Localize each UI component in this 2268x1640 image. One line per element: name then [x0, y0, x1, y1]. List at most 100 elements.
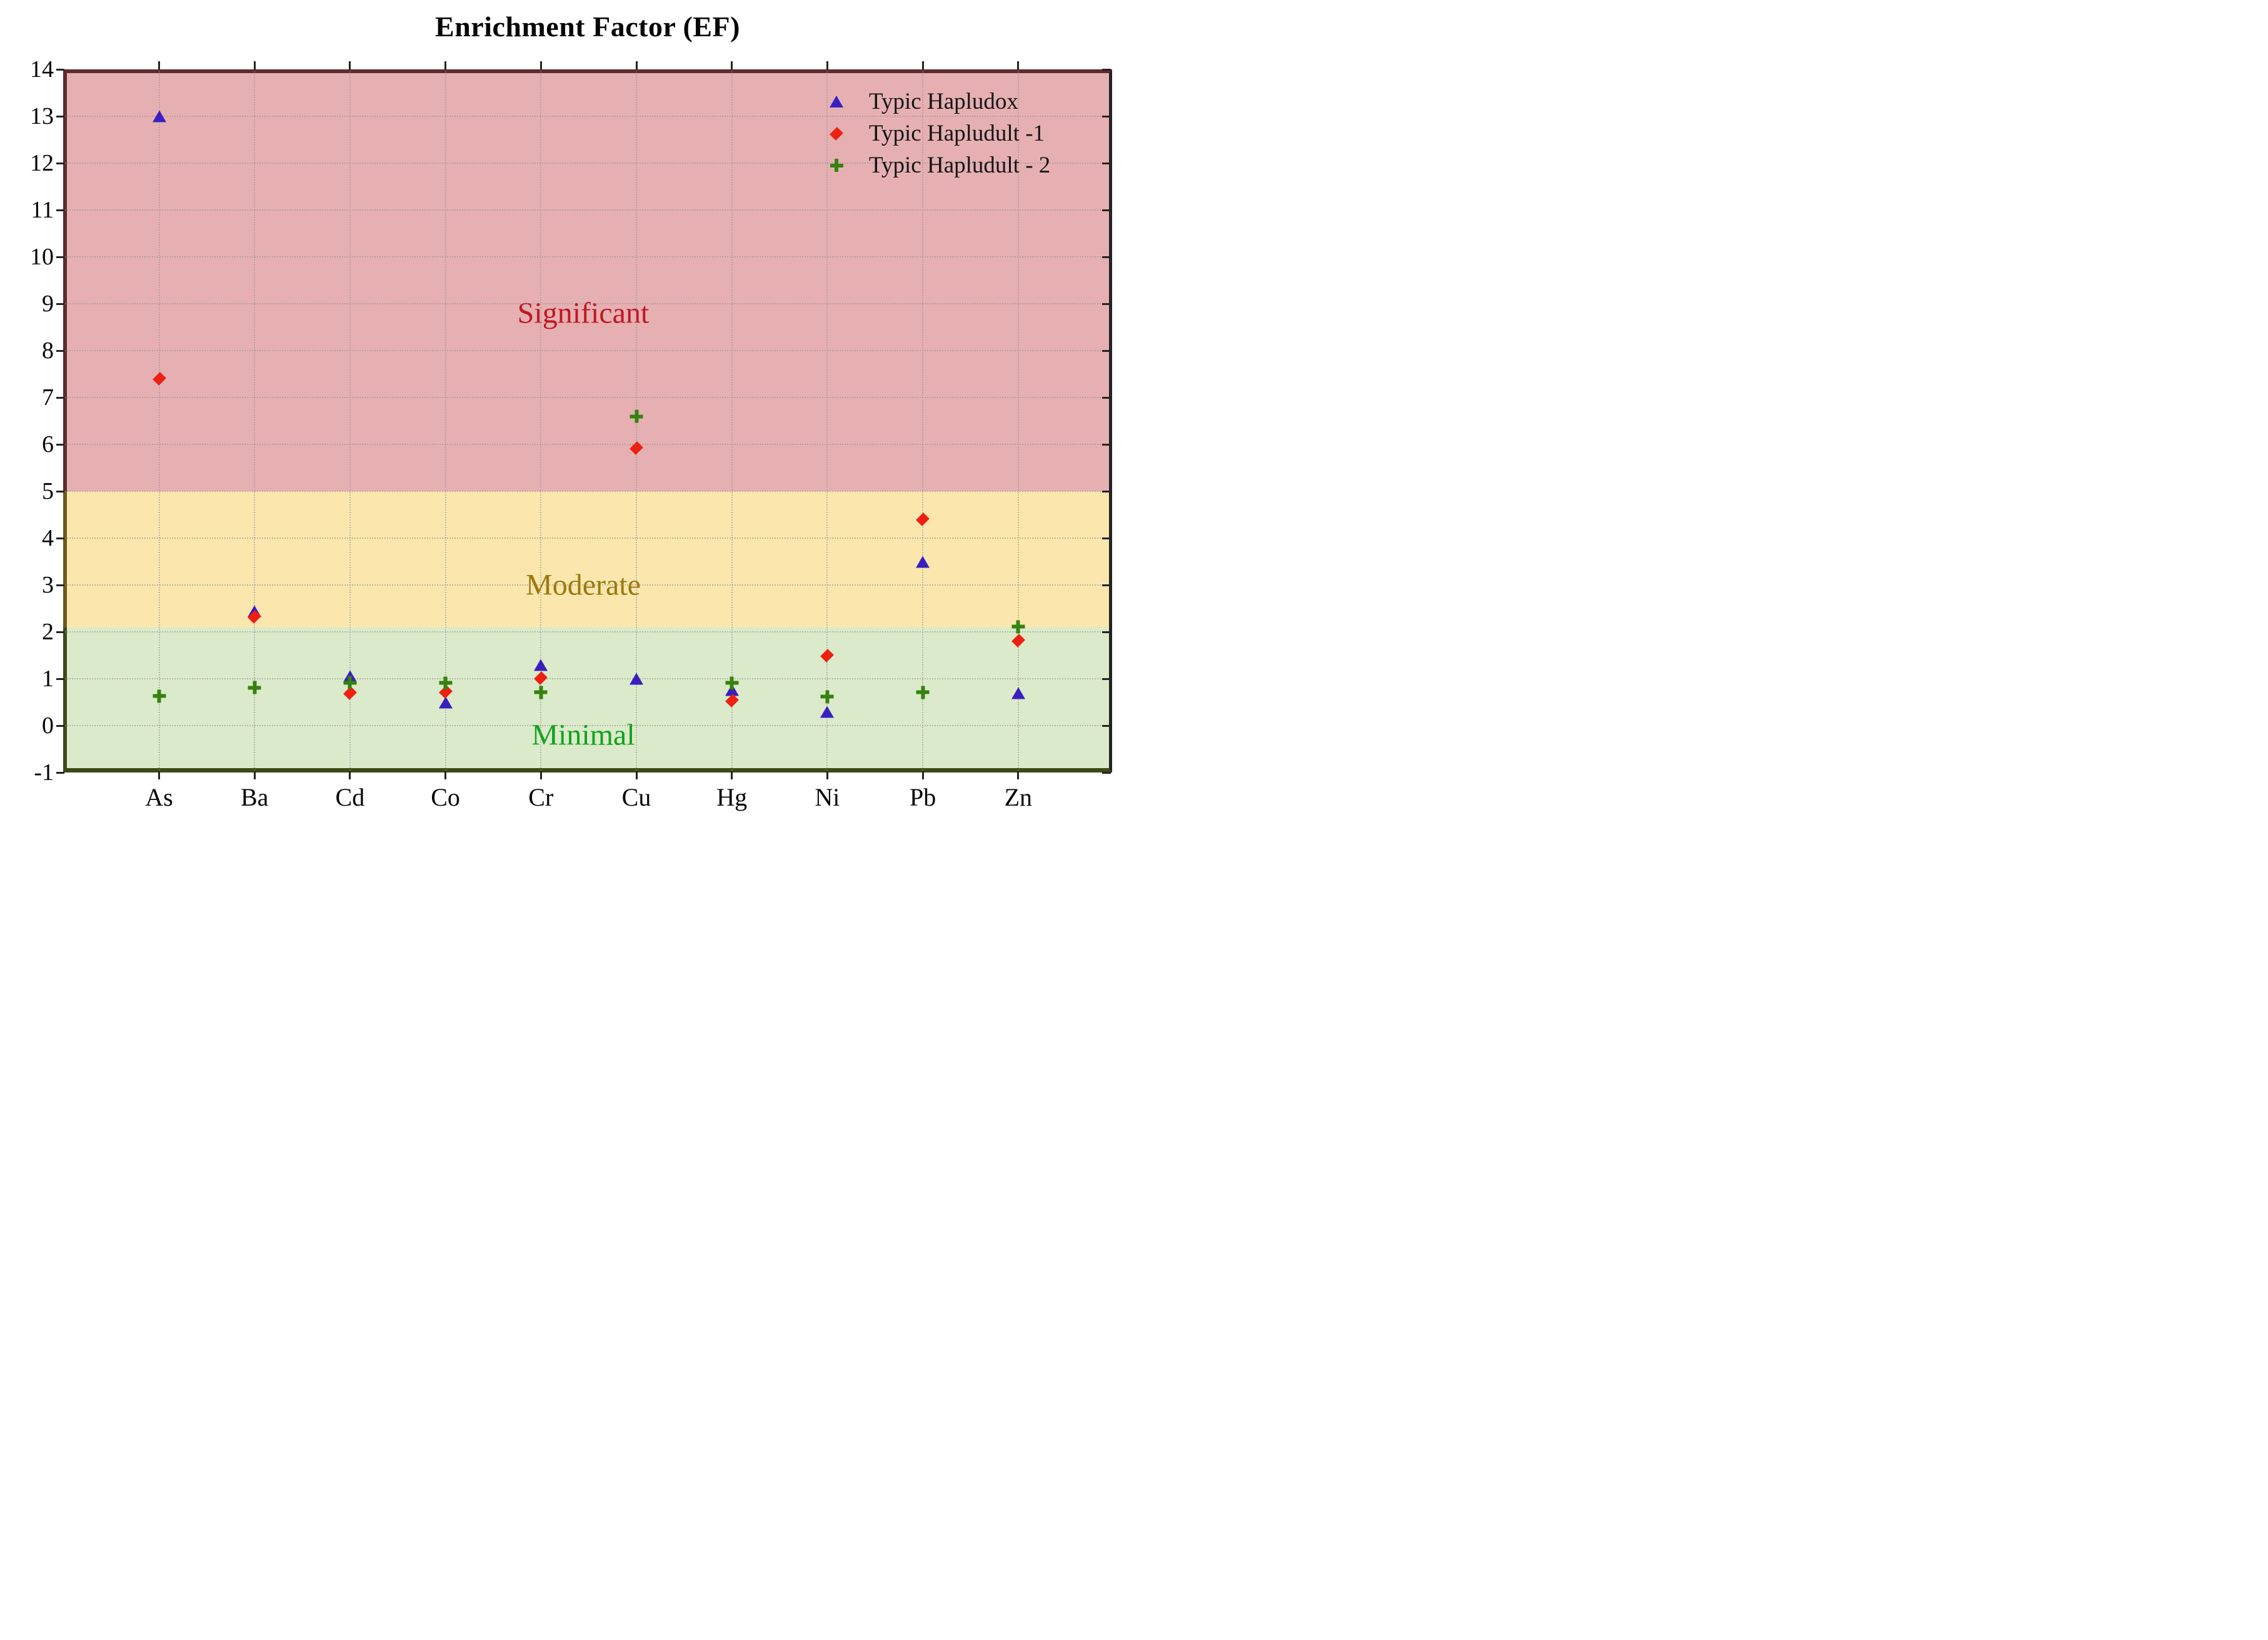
data-point [1011, 687, 1025, 699]
y-tick [1102, 537, 1111, 539]
y-tick [1102, 115, 1111, 118]
data-point [916, 686, 930, 699]
plus-marker-icon [725, 676, 739, 690]
y-tick-label: 7 [42, 384, 54, 411]
triangle-marker-icon [916, 556, 930, 568]
zone-label: Minimal [531, 718, 635, 752]
plus-marker-icon [534, 686, 548, 699]
x-tick [349, 61, 351, 69]
x-tick [731, 61, 733, 69]
y-tick-label: 6 [42, 431, 54, 458]
legend-item: Typic Hapludox [829, 86, 1050, 118]
column-gridline [444, 71, 446, 771]
y-tick [56, 678, 64, 680]
x-tick [539, 61, 542, 69]
data-point [152, 110, 166, 122]
y-tick [1102, 396, 1111, 399]
data-point [725, 694, 739, 708]
x-tick [253, 61, 256, 69]
y-tick [56, 68, 64, 71]
x-tick [635, 61, 638, 69]
data-point [343, 676, 357, 689]
y-gridline [65, 256, 1110, 258]
data-point [630, 409, 643, 423]
y-tick-label: 2 [42, 619, 54, 645]
column-gridline [922, 71, 924, 771]
data-point [725, 684, 739, 696]
y-gridline [65, 538, 1110, 539]
data-point [820, 706, 835, 718]
data-point [438, 696, 453, 709]
data-point [248, 610, 262, 624]
legend-item: Typic Hapludult - 2 [829, 149, 1050, 181]
data-point [153, 689, 166, 703]
x-tick [349, 771, 351, 779]
y-tick-label: 1 [42, 666, 54, 692]
data-point [1011, 620, 1025, 634]
y-tick-label: 3 [42, 572, 54, 598]
triangle-marker-icon [630, 672, 643, 685]
x-tick [253, 771, 256, 779]
data-point [534, 659, 548, 671]
x-tick-label: Cr [528, 783, 554, 811]
y-tick [1102, 209, 1111, 211]
x-tick [1017, 771, 1020, 779]
legend: Typic Hapludox Typic Hapludult -1 Typic Ha… [829, 86, 1050, 181]
x-tick [921, 61, 924, 69]
chart: Enrichment Factor (EF) Significant Modera… [0, 0, 1134, 820]
y-gridline [65, 350, 1110, 351]
y-tick [56, 256, 64, 258]
x-tick [826, 771, 828, 779]
x-tick-label: Cu [621, 783, 651, 811]
legend-label: Typic Hapludult - 2 [869, 152, 1051, 178]
diamond-marker-icon [829, 126, 844, 141]
y-tick-label: 14 [30, 56, 54, 82]
column-gridline [349, 71, 351, 771]
column-gridline [1017, 71, 1019, 771]
data-point [916, 556, 930, 568]
y-tick [1102, 349, 1111, 352]
data-point [916, 512, 930, 526]
x-tick-label: Zn [1004, 783, 1033, 811]
y-tick [56, 443, 64, 446]
y-tick [56, 162, 64, 164]
y-tick-label: 12 [30, 150, 54, 176]
y-gridline [65, 725, 1110, 726]
y-tick [1102, 771, 1111, 774]
data-point [820, 648, 835, 662]
x-tick [444, 771, 447, 779]
y-tick [56, 631, 64, 633]
plus-marker-icon [153, 689, 166, 703]
column-gridline [540, 71, 542, 771]
data-point [725, 676, 739, 690]
y-tick [1102, 678, 1111, 680]
y-gridline [65, 584, 1110, 586]
column-gridline [826, 71, 828, 771]
data-point [1011, 634, 1025, 648]
y-tick-label: 11 [31, 197, 54, 223]
y-tick [56, 584, 64, 586]
triangle-marker-icon [820, 706, 835, 718]
legend-label: Typic Hapludult -1 [869, 121, 1045, 146]
y-tick [1102, 631, 1111, 633]
column-gridline [254, 71, 256, 771]
x-tick-label: Co [431, 783, 460, 811]
y-tick [56, 724, 64, 727]
y-gridline [65, 116, 1110, 117]
y-tick-label: -1 [34, 759, 54, 786]
y-tick [1102, 584, 1111, 586]
y-tick [56, 537, 64, 539]
y-gridline [65, 209, 1110, 211]
y-gridline [65, 303, 1110, 304]
y-gridline [65, 397, 1110, 398]
data-point [152, 372, 166, 386]
y-tick [56, 209, 64, 211]
plus-marker-icon [248, 681, 261, 694]
x-tick [158, 61, 160, 69]
y-tick [56, 349, 64, 352]
x-tick [539, 771, 542, 779]
data-point [534, 686, 548, 699]
y-tick [1102, 490, 1111, 492]
legend-label: Typic Hapludox [869, 89, 1018, 114]
x-tick-label: Ni [815, 783, 840, 811]
